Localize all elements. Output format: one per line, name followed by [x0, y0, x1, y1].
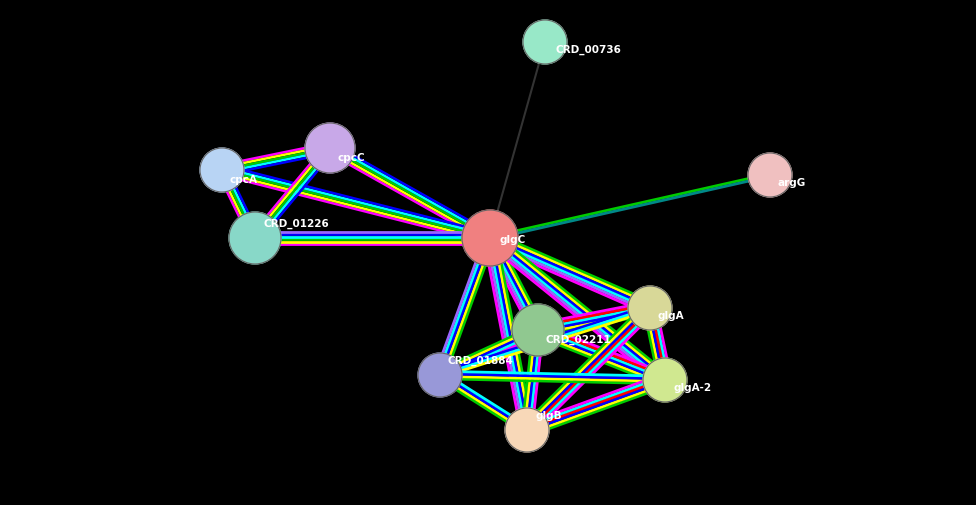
Circle shape	[418, 353, 462, 397]
Circle shape	[305, 123, 355, 173]
Text: CRD_01226: CRD_01226	[263, 219, 329, 229]
Text: glgA-2: glgA-2	[673, 383, 712, 393]
Circle shape	[748, 153, 792, 197]
Text: glgB: glgB	[535, 411, 561, 421]
Circle shape	[512, 304, 564, 356]
Circle shape	[628, 286, 672, 330]
Text: glgC: glgC	[500, 235, 526, 245]
Circle shape	[643, 358, 687, 402]
Text: cpcC: cpcC	[338, 153, 366, 163]
Circle shape	[523, 20, 567, 64]
Circle shape	[229, 212, 281, 264]
Text: cpcA: cpcA	[230, 175, 258, 185]
Text: argG: argG	[778, 178, 806, 188]
Text: CRD_02211: CRD_02211	[546, 335, 612, 345]
Circle shape	[462, 210, 518, 266]
Circle shape	[505, 408, 549, 452]
Text: glgA: glgA	[658, 311, 684, 321]
Text: CRD_00736: CRD_00736	[555, 45, 621, 55]
Text: CRD_01884: CRD_01884	[448, 356, 514, 366]
Circle shape	[200, 148, 244, 192]
